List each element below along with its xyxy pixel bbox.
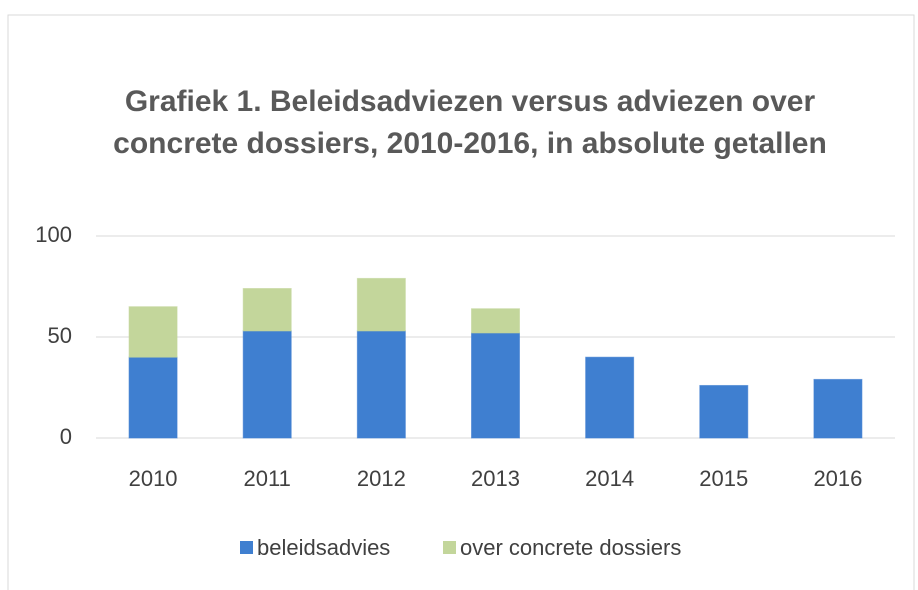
bar bbox=[813, 378, 863, 439]
x-tick-label: 2015 bbox=[699, 466, 748, 491]
x-tick-label: 2012 bbox=[357, 466, 406, 491]
bar bbox=[242, 288, 292, 332]
legend-label: over concrete dossiers bbox=[460, 535, 681, 560]
bar bbox=[699, 384, 749, 439]
bar bbox=[356, 330, 406, 439]
chart-title: Grafiek 1. Beleidsadviezen versus adviez… bbox=[125, 85, 816, 118]
x-tick-label: 2010 bbox=[129, 466, 178, 491]
bar bbox=[471, 332, 520, 439]
bar bbox=[242, 330, 292, 439]
bar bbox=[471, 308, 520, 334]
bar bbox=[356, 277, 406, 332]
bar bbox=[128, 356, 178, 439]
x-tick-label: 2014 bbox=[585, 466, 634, 491]
bar bbox=[128, 306, 178, 358]
chart-title: concrete dossiers, 2010-2016, in absolut… bbox=[113, 127, 827, 160]
x-tick-label: 2016 bbox=[813, 466, 862, 491]
x-tick-label: 2013 bbox=[471, 466, 520, 491]
legend-swatch bbox=[443, 541, 456, 554]
x-tick-label: 2011 bbox=[244, 466, 291, 491]
y-tick-label: 100 bbox=[35, 222, 72, 247]
y-tick-label: 50 bbox=[48, 323, 72, 348]
y-tick-label: 0 bbox=[60, 424, 72, 449]
chart-border bbox=[7, 14, 915, 590]
legend-swatch bbox=[240, 541, 253, 554]
bar bbox=[585, 356, 635, 439]
legend-label: beleidsadvies bbox=[257, 535, 390, 560]
